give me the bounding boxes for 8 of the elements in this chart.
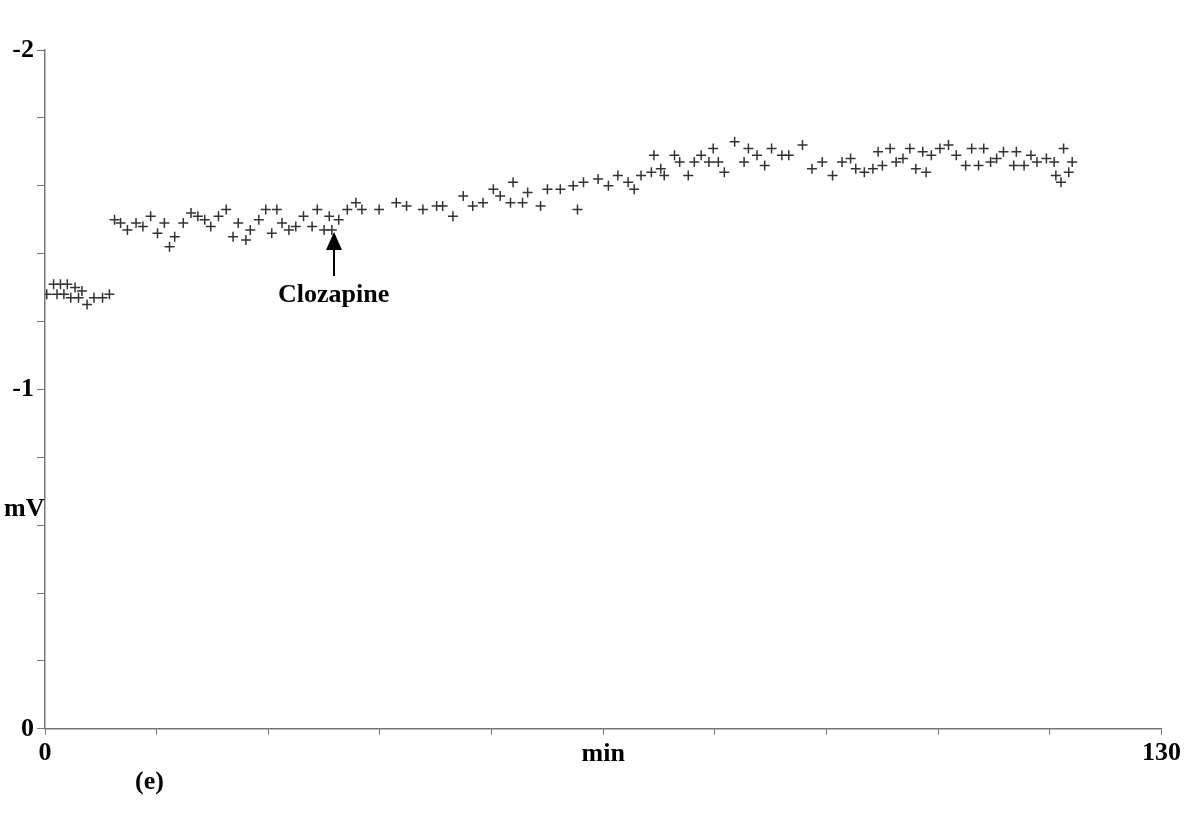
x-tick-label: 130	[1142, 737, 1181, 767]
y-tick-label: -1	[12, 373, 34, 403]
y-axis-title: mV	[4, 493, 45, 523]
x-axis-title: min	[581, 737, 626, 767]
annotation: Clozapine	[277, 278, 390, 308]
y-tick-label: -2	[12, 33, 34, 63]
text: (e)	[135, 765, 164, 795]
y-tick-label: 0	[21, 712, 34, 742]
